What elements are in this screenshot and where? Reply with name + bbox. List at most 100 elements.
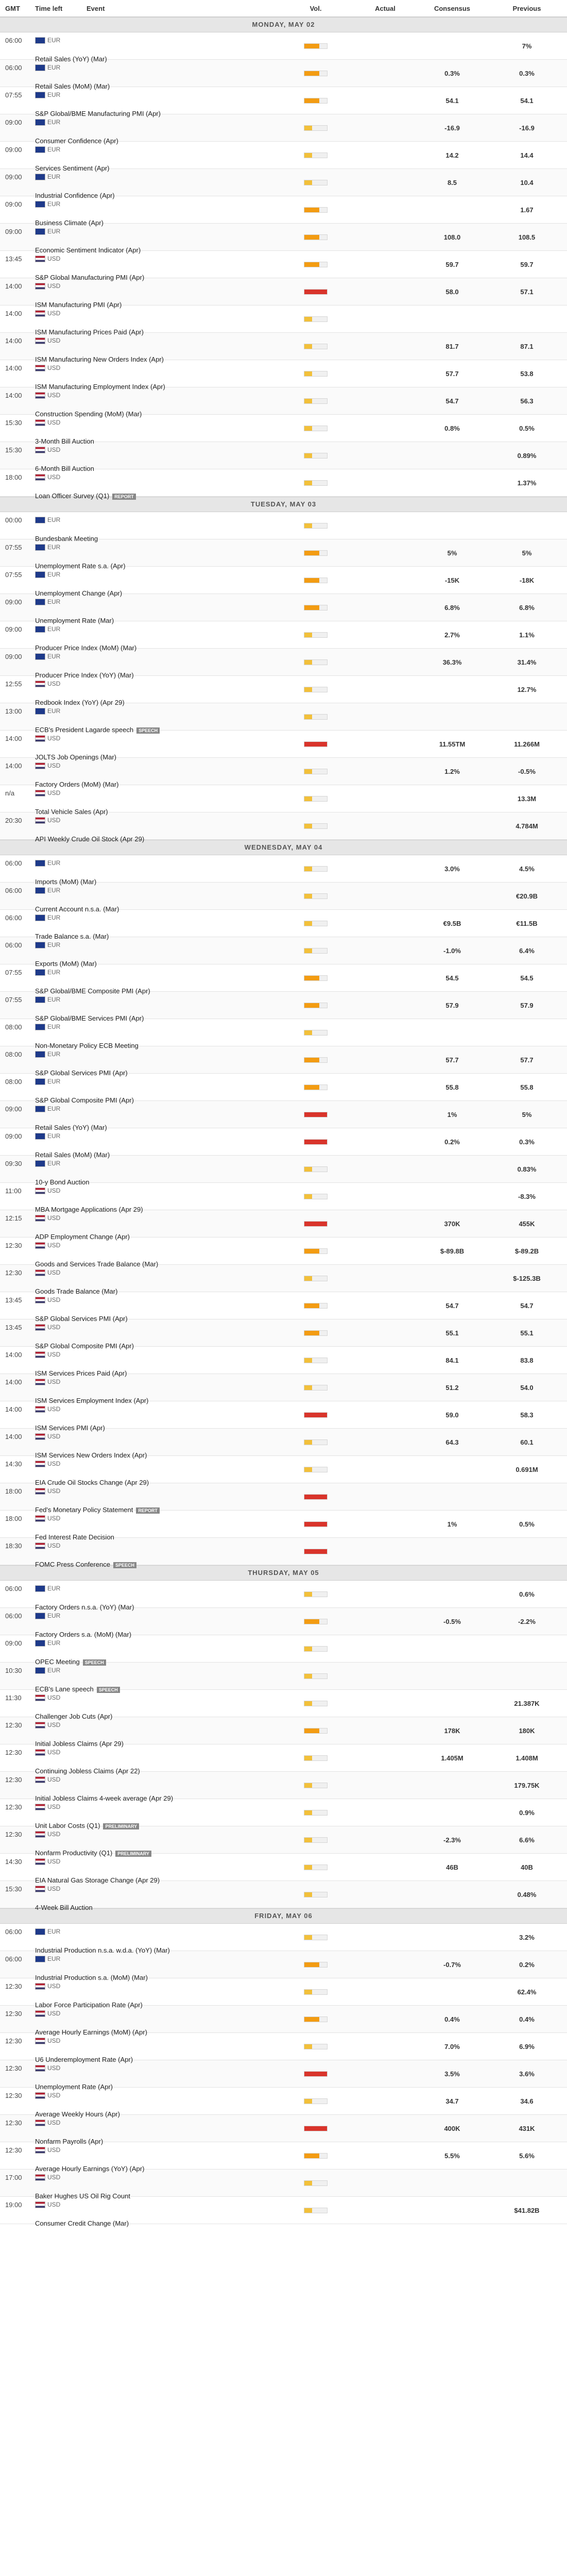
event-row[interactable]: 06:00 EUR Current Account n.s.a. (Mar) €20.… — [0, 883, 567, 913]
event-name[interactable]: EIA Crude Oil Stocks Change (Apr 29) — [35, 1479, 149, 1486]
event-name[interactable]: ISM Services Prices Paid (Apr) — [35, 1369, 127, 1377]
event-row[interactable]: 06:00 EUR Imports (MoM) (Mar) 3.0% 4.5% — [0, 855, 567, 886]
event-name[interactable]: Industrial Production n.s.a. w.d.a. (YoY… — [35, 1946, 170, 1954]
event-name[interactable]: Total Vehicle Sales (Apr) — [35, 808, 108, 816]
event-name[interactable]: S&P Global/BME Services PMI (Apr) — [35, 1014, 144, 1022]
event-row[interactable]: 06:00 EUR Trade Balance s.a. (Mar) €9.5B €11… — [0, 910, 567, 940]
event-row[interactable]: 09:00 EUR Economic Sentiment Indicator (Ap… — [0, 224, 567, 254]
event-name[interactable]: Unemployment Rate s.a. (Apr) — [35, 562, 126, 570]
event-name[interactable]: Services Sentiment (Apr) — [35, 164, 110, 172]
event-row[interactable]: 08:00 EUR S&P Global Composite PMI (Apr) 55… — [0, 1074, 567, 1104]
event-name[interactable]: Current Account n.s.a. (Mar) — [35, 905, 119, 913]
event-row[interactable]: 14:30 USD EIA Crude Oil Stocks Change (Apr… — [0, 1456, 567, 1486]
event-name[interactable]: S&P Global Composite PMI (Apr) — [35, 1342, 134, 1350]
event-name[interactable]: Non-Monetary Policy ECB Meeting — [35, 1042, 139, 1049]
event-name[interactable]: Factory Orders (MoM) (Mar) — [35, 781, 119, 788]
event-row[interactable]: 14:00 USD Construction Spending (MoM) (Mar… — [0, 387, 567, 418]
event-name[interactable]: Factory Orders s.a. (MoM) (Mar) — [35, 1631, 132, 1638]
event-name[interactable]: Producer Price Index (YoY) (Mar) — [35, 671, 134, 679]
event-name[interactable]: Consumer Credit Change (Mar) — [35, 2219, 129, 2227]
event-row[interactable]: 09:00 EUR OPEC Meeting SPEECH — [0, 1635, 567, 1666]
event-row[interactable]: 18:30 USD FOMC Press Conference SPEECH — [0, 1538, 567, 1568]
event-name[interactable]: Goods and Services Trade Balance (Mar) — [35, 1260, 159, 1268]
event-row[interactable]: 15:30 USD 6-Month Bill Auction 0.89% — [0, 442, 567, 472]
event-name[interactable]: ISM Services New Orders Index (Apr) — [35, 1451, 147, 1459]
event-name[interactable]: 6-Month Bill Auction — [35, 465, 94, 472]
event-row[interactable]: 06:00 EUR Exports (MoM) (Mar) -1.0% 6.4% — [0, 937, 567, 968]
event-row[interactable]: 20:30 USD API Weekly Crude Oil Stock (Apr … — [0, 812, 567, 843]
event-row[interactable]: 12:30 USD Average Hourly Earnings (YoY) (A… — [0, 2142, 567, 2173]
event-row[interactable]: 09:00 EUR Unemployment Rate (Mar) 6.8% 6.8% — [0, 594, 567, 624]
event-name[interactable]: Unemployment Rate (Apr) — [35, 2083, 113, 2091]
event-name[interactable]: Economic Sentiment Indicator (Apr) — [35, 246, 141, 254]
event-row[interactable]: 12:30 USD Goods and Services Trade Balance… — [0, 1238, 567, 1268]
event-row[interactable]: 06:00 EUR Industrial Production n.s.a. w.d… — [0, 1924, 567, 1954]
event-name[interactable]: 4-Week Bill Auction — [35, 1904, 93, 1911]
event-row[interactable]: 06:00 EUR Factory Orders s.a. (MoM) (Mar) -… — [0, 1608, 567, 1638]
event-name[interactable]: Unit Labor Costs (Q1) PRELIMINARY — [35, 1822, 277, 1829]
event-row[interactable]: 18:00 USD Fed's Monetary Policy Statement R… — [0, 1483, 567, 1514]
event-row[interactable]: n/a USD Total Vehicle Sales (Apr) 13.3M — [0, 785, 567, 816]
event-row[interactable]: 09:00 EUR Business Climate (Apr) 1.67 — [0, 196, 567, 227]
event-row[interactable]: 12:55 USD Redbook Index (YoY) (Apr 29) 12.7… — [0, 676, 567, 706]
event-row[interactable]: 14:00 USD Factory Orders (MoM) (Mar) 1.2% -0… — [0, 758, 567, 788]
event-row[interactable]: 12:30 USD Labor Force Participation Rate (… — [0, 1978, 567, 2009]
event-name[interactable]: Loan Officer Survey (Q1) REPORT — [35, 492, 277, 500]
event-row[interactable]: 14:30 USD EIA Natural Gas Storage Change (… — [0, 1854, 567, 1884]
event-name[interactable]: S&P Global Composite PMI (Apr) — [35, 1096, 134, 1104]
event-row[interactable]: 06:00 EUR Industrial Production s.a. (MoM)… — [0, 1951, 567, 1981]
event-row[interactable]: 12:30 USD U6 Underemployment Rate (Apr) 7.0… — [0, 2033, 567, 2063]
event-row[interactable]: 14:00 USD ISM Manufacturing Prices Paid (A… — [0, 306, 567, 336]
event-row[interactable]: 06:00 EUR Factory Orders n.s.a. (YoY) (Mar… — [0, 1581, 567, 1611]
event-row[interactable]: 12:30 USD Initial Jobless Claims (Apr 29) 1… — [0, 1717, 567, 1748]
event-row[interactable]: 14:00 USD ISM Manufacturing Employment Ind… — [0, 360, 567, 391]
event-row[interactable]: 12:30 USD Continuing Jobless Claims (Apr 2… — [0, 1744, 567, 1775]
event-name[interactable]: FOMC Press Conference SPEECH — [35, 1561, 277, 1568]
event-name[interactable]: Challenger Job Cuts (Apr) — [35, 1713, 113, 1720]
event-name[interactable]: EIA Natural Gas Storage Change (Apr 29) — [35, 1876, 160, 1884]
event-row[interactable]: 08:00 EUR S&P Global Services PMI (Apr) 57.… — [0, 1046, 567, 1077]
event-name[interactable]: Exports (MoM) (Mar) — [35, 960, 97, 968]
event-name[interactable]: OPEC Meeting SPEECH — [35, 1658, 277, 1666]
event-row[interactable]: 09:00 EUR Consumer Confidence (Apr) -16.9 -1… — [0, 114, 567, 145]
event-row[interactable]: 13:00 EUR ECB's President Lagarde speech SP… — [0, 703, 567, 734]
event-name[interactable]: Retail Sales (MoM) (Mar) — [35, 82, 110, 90]
event-row[interactable]: 12:30 USD Goods Trade Balance (Mar) $-125.3… — [0, 1265, 567, 1295]
event-row[interactable]: 12:30 USD Unemployment Rate (Apr) 3.5% 3.6% — [0, 2060, 567, 2091]
event-row[interactable]: 12:15 USD ADP Employment Change (Apr) 370K 4… — [0, 1210, 567, 1241]
event-name[interactable]: Initial Jobless Claims 4-week average (A… — [35, 1794, 174, 1802]
event-name[interactable]: ISM Manufacturing New Orders Index (Apr) — [35, 355, 164, 363]
event-row[interactable]: 14:00 USD ISM Services Prices Paid (Apr) 84… — [0, 1347, 567, 1377]
event-name[interactable]: Labor Force Participation Rate (Apr) — [35, 2001, 143, 2009]
event-row[interactable]: 19:00 USD Consumer Credit Change (Mar) $41.… — [0, 2197, 567, 2227]
event-name[interactable]: Redbook Index (YoY) (Apr 29) — [35, 699, 125, 706]
event-row[interactable]: 13:45 USD S&P Global Composite PMI (Apr) 55… — [0, 1319, 567, 1350]
event-name[interactable]: Nonfarm Productivity (Q1) PRELIMINARY — [35, 1849, 277, 1857]
event-name[interactable]: ISM Services PMI (Apr) — [35, 1424, 105, 1432]
event-name[interactable]: ECB's Lane speech SPEECH — [35, 1685, 277, 1693]
event-row[interactable]: 07:55 EUR S&P Global/BME Manufacturing PMI… — [0, 87, 567, 117]
event-row[interactable]: 14:00 USD ISM Manufacturing PMI (Apr) 58.0 5… — [0, 278, 567, 309]
event-name[interactable]: Fed's Monetary Policy Statement REPORT — [35, 1506, 277, 1514]
event-row[interactable]: 09:00 EUR Producer Price Index (YoY) (Mar)… — [0, 649, 567, 679]
event-row[interactable]: 09:00 EUR Retail Sales (YoY) (Mar) 1% 5% — [0, 1101, 567, 1131]
event-row[interactable]: 12:30 USD Nonfarm Payrolls (Apr) 400K 431K — [0, 2115, 567, 2145]
event-row[interactable]: 14:00 USD ISM Services PMI (Apr) 59.0 58.3 — [0, 1401, 567, 1432]
event-name[interactable]: S&P Global Manufacturing PMI (Apr) — [35, 274, 145, 281]
event-name[interactable]: Goods Trade Balance (Mar) — [35, 1287, 118, 1295]
event-row[interactable]: 07:55 EUR Unemployment Change (Apr) -15K -18… — [0, 567, 567, 597]
event-row[interactable]: 08:00 EUR Non-Monetary Policy ECB Meeting — [0, 1019, 567, 1049]
event-name[interactable]: ISM Services Employment Index (Apr) — [35, 1397, 149, 1404]
event-name[interactable]: Trade Balance s.a. (Mar) — [35, 933, 109, 940]
event-row[interactable]: 12:30 USD Average Weekly Hours (Apr) 34.7 34… — [0, 2088, 567, 2118]
event-name[interactable]: ISM Manufacturing PMI (Apr) — [35, 301, 122, 309]
event-name[interactable]: Construction Spending (MoM) (Mar) — [35, 410, 142, 418]
event-name[interactable]: Initial Jobless Claims (Apr 29) — [35, 1740, 124, 1748]
event-name[interactable]: 3-Month Bill Auction — [35, 437, 94, 445]
event-name[interactable]: Fed Interest Rate Decision — [35, 1533, 114, 1541]
event-name[interactable]: Continuing Jobless Claims (Apr 22) — [35, 1767, 140, 1775]
event-row[interactable]: 09:00 EUR Industrial Confidence (Apr) 8.5 10… — [0, 169, 567, 199]
event-name[interactable]: API Weekly Crude Oil Stock (Apr 29) — [35, 835, 145, 843]
event-name[interactable]: Industrial Production s.a. (MoM) (Mar) — [35, 1974, 148, 1981]
event-row[interactable]: 12:30 USD Initial Jobless Claims 4-week av… — [0, 1772, 567, 1802]
